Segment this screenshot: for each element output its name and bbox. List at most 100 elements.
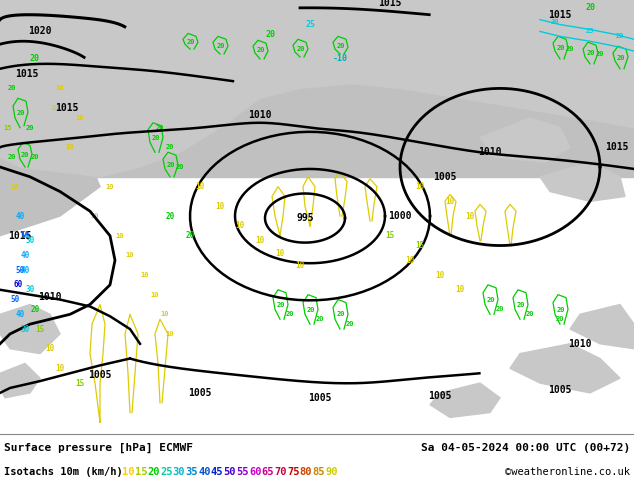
Text: 30: 30: [173, 467, 185, 477]
Text: 90: 90: [325, 467, 338, 477]
Text: 30: 30: [551, 19, 559, 25]
Text: 1015: 1015: [15, 69, 39, 79]
Text: 25: 25: [160, 467, 172, 477]
Text: 20: 20: [30, 305, 39, 314]
Text: 1000: 1000: [388, 211, 411, 221]
Text: 20: 20: [185, 231, 195, 240]
Polygon shape: [0, 304, 60, 354]
Text: 25: 25: [305, 20, 315, 29]
Text: 10: 10: [445, 197, 455, 206]
Text: 20: 20: [336, 312, 345, 318]
Text: 10: 10: [46, 344, 55, 353]
Text: 30: 30: [20, 324, 30, 334]
Text: 40: 40: [198, 467, 210, 477]
Text: 20: 20: [556, 307, 565, 313]
Text: 15: 15: [415, 241, 425, 250]
Text: -10: -10: [332, 54, 347, 63]
Text: 40: 40: [20, 251, 30, 260]
Text: 15: 15: [4, 124, 12, 131]
Text: 30: 30: [25, 285, 35, 294]
Text: 1015: 1015: [378, 0, 402, 8]
Text: 1005: 1005: [308, 393, 332, 403]
Text: 10: 10: [275, 249, 285, 258]
Text: Surface pressure [hPa] ECMWF: Surface pressure [hPa] ECMWF: [4, 443, 193, 453]
Text: Sa 04-05-2024 00:00 UTC (00+72): Sa 04-05-2024 00:00 UTC (00+72): [421, 443, 630, 453]
Text: 20: 20: [30, 54, 40, 63]
Text: 20: 20: [306, 307, 315, 313]
Text: 10: 10: [122, 467, 134, 477]
Text: 1005: 1005: [428, 391, 452, 401]
Bar: [0, 0, 634, 177]
Text: 10: 10: [405, 256, 415, 265]
Text: 20: 20: [26, 124, 34, 131]
Text: 10: 10: [415, 182, 425, 191]
Text: 20: 20: [156, 124, 164, 131]
Polygon shape: [0, 364, 40, 398]
Text: 10: 10: [126, 252, 134, 258]
Text: 10: 10: [56, 85, 64, 92]
Text: 45: 45: [211, 467, 223, 477]
Text: 20: 20: [346, 321, 354, 327]
Text: 35: 35: [186, 467, 198, 477]
Polygon shape: [540, 162, 625, 201]
Text: 20: 20: [586, 50, 595, 56]
Text: 1005: 1005: [88, 370, 112, 380]
Text: 80: 80: [300, 467, 313, 477]
Text: 10: 10: [106, 184, 114, 190]
Text: 10: 10: [151, 292, 159, 297]
Text: 10: 10: [51, 105, 59, 111]
Text: 1015: 1015: [548, 10, 572, 20]
Text: 10: 10: [66, 145, 74, 150]
Text: 1015: 1015: [55, 103, 79, 113]
Polygon shape: [430, 383, 500, 417]
Text: 1015: 1015: [605, 142, 628, 152]
Text: 1005: 1005: [188, 388, 212, 398]
Text: 55: 55: [236, 467, 249, 477]
Text: 40: 40: [20, 266, 30, 274]
Text: 50: 50: [10, 295, 20, 304]
Text: 30: 30: [25, 236, 35, 245]
Polygon shape: [0, 0, 100, 236]
Text: 20: 20: [8, 85, 16, 92]
Text: 10: 10: [256, 236, 264, 245]
Text: 40: 40: [15, 310, 25, 319]
Text: 20: 20: [286, 311, 294, 318]
Text: 1010: 1010: [568, 339, 592, 349]
Text: 20: 20: [16, 110, 25, 116]
Text: 10: 10: [455, 285, 465, 294]
Text: 10: 10: [75, 115, 84, 121]
Text: 20: 20: [316, 316, 324, 322]
Text: 20: 20: [265, 30, 275, 39]
Text: 20: 20: [556, 45, 565, 51]
Text: 20: 20: [616, 33, 624, 39]
Text: 1010: 1010: [38, 292, 61, 302]
Text: 10: 10: [235, 221, 245, 230]
Polygon shape: [0, 0, 634, 177]
Text: 70: 70: [275, 467, 287, 477]
Text: 15: 15: [134, 467, 147, 477]
Text: 10: 10: [116, 233, 124, 239]
Text: 20: 20: [596, 51, 604, 57]
Text: 20: 20: [147, 467, 160, 477]
Text: 20: 20: [216, 43, 225, 49]
Text: 25: 25: [586, 28, 594, 34]
Text: 20: 20: [526, 311, 534, 318]
Text: 10: 10: [295, 261, 304, 270]
Text: 20: 20: [165, 212, 174, 220]
Text: 20: 20: [486, 297, 495, 303]
Text: 1015: 1015: [8, 231, 32, 241]
Text: 20: 20: [176, 164, 184, 170]
Text: 995: 995: [296, 213, 314, 223]
Text: 10: 10: [161, 311, 169, 318]
Text: ©weatheronline.co.uk: ©weatheronline.co.uk: [505, 467, 630, 477]
Text: 1005: 1005: [548, 385, 572, 395]
Text: 50: 50: [20, 231, 30, 240]
Text: 15: 15: [36, 324, 44, 334]
Text: 10: 10: [91, 213, 100, 219]
Text: 1005: 1005: [433, 172, 456, 182]
Text: 1010: 1010: [478, 147, 501, 157]
Text: 20: 20: [496, 306, 504, 313]
Text: 10: 10: [195, 182, 205, 191]
Polygon shape: [510, 344, 620, 393]
Text: 20: 20: [556, 316, 564, 322]
